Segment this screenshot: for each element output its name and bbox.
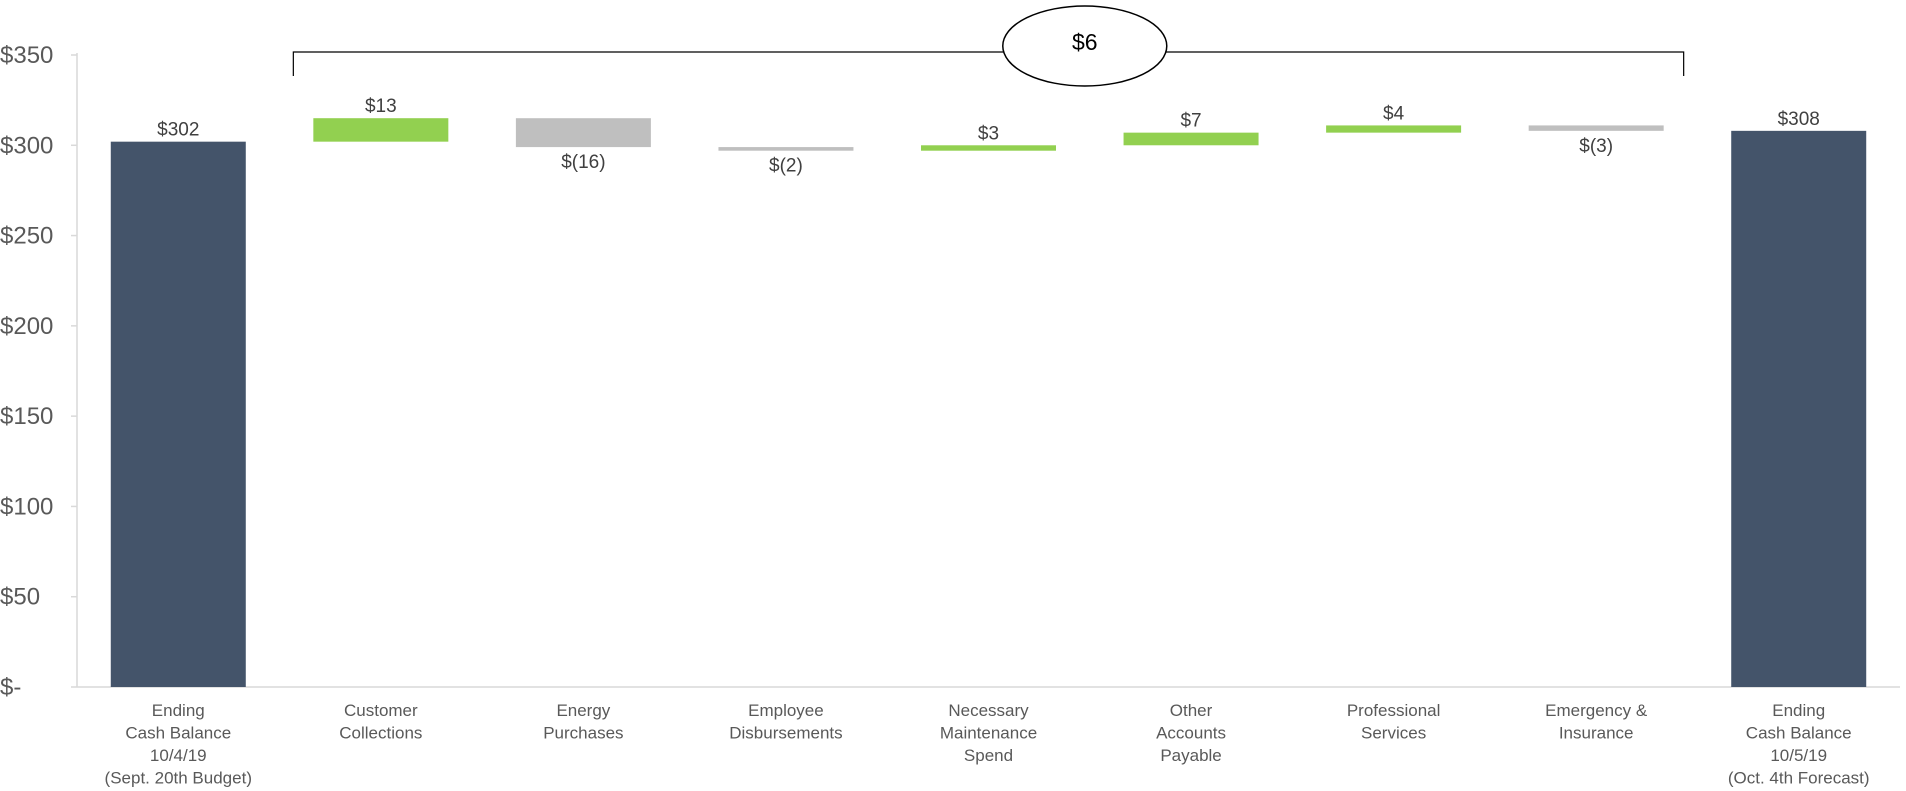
category-label: Professional Services (1347, 701, 1441, 743)
category-label-line: Cash Balance (125, 724, 231, 743)
change-callout: $6 (292, 5, 1685, 87)
data-label: $(16) (561, 152, 605, 173)
category-label-line: Employee (748, 701, 824, 720)
increase-bar (1326, 125, 1462, 133)
increase-bar (921, 145, 1056, 151)
data-labels: $302 $13 $(16) $(2) $3 $7 $4 $(3) $308 (157, 96, 1820, 177)
x-axis-categories: Ending Cash Balance 10/4/19 (Sept. 20th Bud… (105, 701, 1870, 788)
decrease-bar (515, 118, 651, 148)
category-label-line: Purchases (543, 724, 623, 743)
category-label-line: (Oct. 4th Forecast) (1728, 769, 1870, 788)
callout-ellipse (1002, 5, 1168, 87)
category-label-line: Ending (152, 701, 205, 720)
y-tick-label: $- (0, 674, 21, 701)
category-label-line: Ending (1772, 701, 1825, 720)
category-label: Ending Cash Balance 10/4/19 (Sept. 20th Bud… (105, 701, 252, 788)
category-label-line: Customer (344, 701, 418, 720)
y-tick-label: $300 (0, 132, 53, 159)
category-label: Necessary Maintenance Spend (940, 701, 1037, 765)
category-label-line: Professional (1347, 701, 1441, 720)
category-label-line: Cash Balance (1746, 724, 1852, 743)
data-label: $(2) (769, 156, 803, 177)
y-tick-label: $250 (0, 223, 53, 250)
category-label-line: Necessary (948, 701, 1029, 720)
y-tick-label: $150 (0, 403, 53, 430)
data-label: $13 (365, 96, 397, 117)
category-label-line: 10/4/19 (150, 746, 207, 765)
category-label: Customer Collections (339, 701, 422, 743)
category-label-line: Emergency & (1545, 701, 1648, 720)
data-label: $302 (157, 120, 199, 141)
category-label: Other Accounts Payable (1156, 701, 1226, 765)
category-label: Employee Disbursements (729, 701, 842, 743)
decrease-bar (1528, 125, 1664, 131)
total-bar (110, 141, 246, 687)
increase-bar (313, 118, 449, 142)
data-label: $(3) (1579, 136, 1613, 157)
category-label: Emergency & Insurance (1545, 701, 1648, 743)
y-tick-label: $200 (0, 313, 53, 340)
category-label-line: (Sept. 20th Budget) (105, 769, 252, 788)
category-label-line: Disbursements (729, 724, 842, 743)
callout-bracket (292, 51, 1685, 76)
category-label-line: Insurance (1559, 724, 1634, 743)
increase-bar (1123, 132, 1259, 146)
category-label-line: Energy (556, 701, 610, 720)
y-tick-label: $350 (0, 42, 53, 69)
data-label: $7 (1180, 111, 1201, 132)
category-label-line: Maintenance (940, 724, 1037, 743)
category-label: Energy Purchases (543, 701, 623, 743)
category-label-line: Accounts (1156, 724, 1226, 743)
category-label-line: Other (1170, 701, 1213, 720)
data-label: $4 (1383, 103, 1405, 124)
total-bar (1731, 130, 1867, 688)
bars (110, 118, 1867, 688)
data-label: $3 (978, 123, 999, 144)
category-label-line: Services (1361, 724, 1426, 743)
decrease-bar (718, 147, 854, 151)
category-label-line: 10/5/19 (1770, 746, 1827, 765)
category-label-line: Payable (1160, 746, 1221, 765)
y-tick-label: $50 (0, 584, 40, 611)
category-label-line: Collections (339, 724, 422, 743)
y-axis: $- $50 $100 $150 $200 $250 $300 $350 (0, 42, 1900, 701)
data-label: $308 (1778, 109, 1820, 130)
y-tick-label: $100 (0, 493, 53, 520)
category-label-line: Spend (964, 746, 1013, 765)
callout-label: $6 (1072, 29, 1098, 55)
category-label: Ending Cash Balance 10/5/19 (Oct. 4th Forec… (1728, 701, 1870, 788)
